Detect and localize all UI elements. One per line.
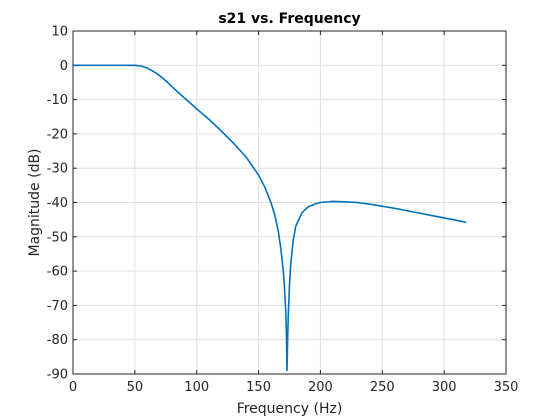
x-tick-label: 150 xyxy=(246,380,271,395)
chart-title: s21 vs. Frequency xyxy=(218,11,360,27)
y-tick-label: -70 xyxy=(47,299,68,314)
x-tick-label: 350 xyxy=(494,380,519,395)
y-tick-label: -30 xyxy=(47,162,68,177)
y-tick-label: 10 xyxy=(51,25,68,40)
y-tick-label: -80 xyxy=(47,333,68,348)
series-line xyxy=(73,64,467,372)
x-tick-label: 250 xyxy=(370,380,395,395)
grid-lines xyxy=(72,30,507,375)
y-tick-label: 0 xyxy=(60,59,68,74)
series-layer xyxy=(73,64,467,372)
y-tick-label: -40 xyxy=(47,196,68,211)
y-tick-label: -10 xyxy=(47,93,68,108)
y-tick-label: -90 xyxy=(47,368,68,383)
x-axis-label: Frequency (Hz) xyxy=(237,401,343,417)
x-tick-label: 100 xyxy=(184,380,209,395)
x-tick-label: 50 xyxy=(127,380,144,395)
axis-ticks: 0 50 100 150 200 250 300 350100-10-20-30-40-50-… xyxy=(47,25,519,396)
x-tick-label: 200 xyxy=(308,380,333,395)
x-tick-label: 0 xyxy=(69,380,77,395)
y-tick-label: -50 xyxy=(47,230,68,245)
y-tick-label: -60 xyxy=(47,265,68,280)
x-tick-label: 300 xyxy=(432,380,457,395)
y-axis-label: Magnitude (dB) xyxy=(27,148,43,256)
y-tick-label: -20 xyxy=(47,127,68,142)
